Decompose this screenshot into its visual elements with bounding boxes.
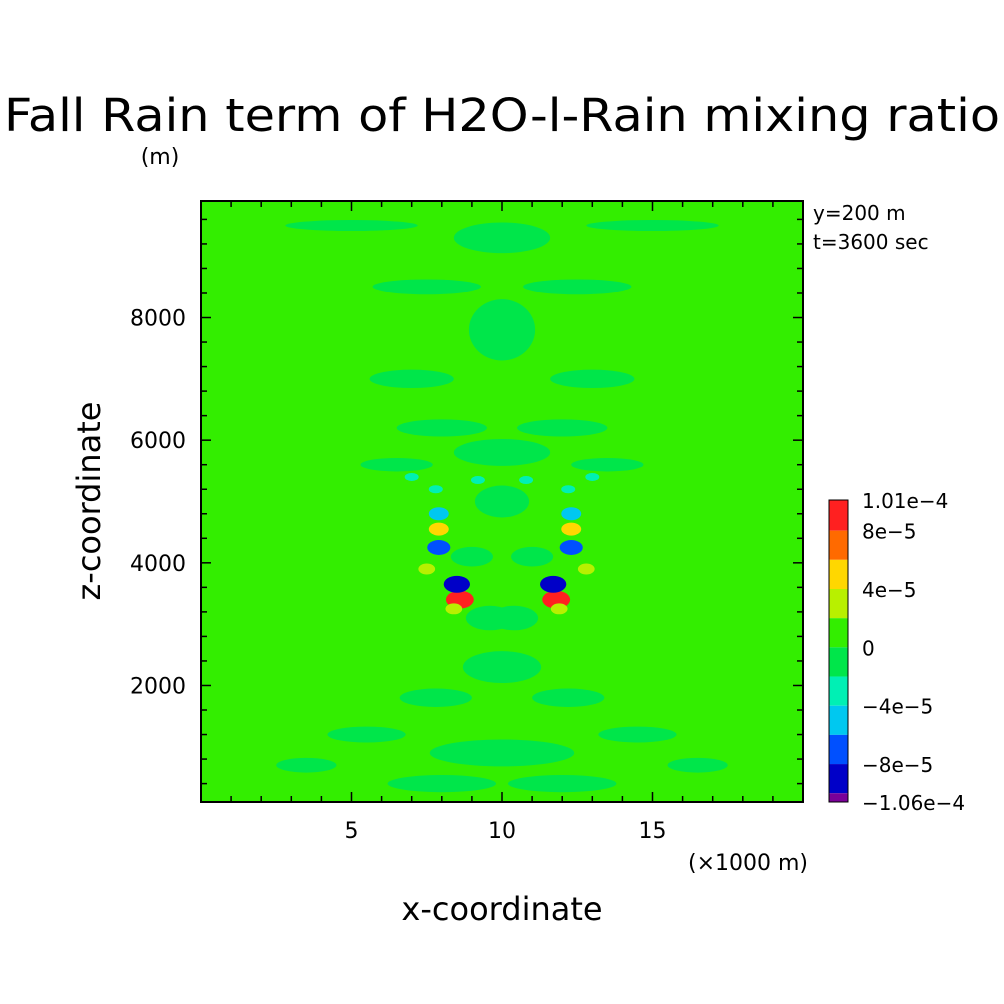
field-patch xyxy=(508,775,617,793)
heatmap-feature xyxy=(428,522,449,536)
field-patch xyxy=(387,775,496,793)
colorbar-swatch xyxy=(829,764,848,794)
x-tick-label: 5 xyxy=(345,819,359,844)
field-patch xyxy=(532,688,605,707)
plot-area xyxy=(200,200,804,803)
heatmap-feature xyxy=(561,507,582,521)
field-patch xyxy=(453,438,551,466)
field-patch xyxy=(429,739,575,767)
tick-layer xyxy=(201,201,803,802)
chart-title: Fall Rain term of H2O-l-Rain mixing rati… xyxy=(4,89,1000,142)
heatmap-feature xyxy=(577,563,595,575)
field-patch xyxy=(571,457,644,472)
colorbar-swatch xyxy=(829,559,848,589)
field-patch xyxy=(474,485,530,518)
y-tick-label: 8000 xyxy=(130,307,186,332)
heatmap-feature xyxy=(550,603,568,615)
field-patch xyxy=(453,222,551,254)
field-patch xyxy=(667,757,728,773)
annotation-t: t=3600 sec xyxy=(813,230,929,254)
field-patch xyxy=(450,546,493,567)
feature-layer xyxy=(418,507,595,615)
colorbar-swatch xyxy=(829,705,848,735)
field-patch xyxy=(428,485,443,494)
x-tick-labels: 5 10 15 xyxy=(345,819,667,844)
colorbar-swatch xyxy=(829,500,848,531)
colorbar-swatch xyxy=(829,530,848,560)
colorbar-swatch xyxy=(829,676,848,706)
colorbar-label: −1.06e−4 xyxy=(862,791,965,815)
heatmap-feature xyxy=(445,603,463,615)
annotation-y: y=200 m xyxy=(813,201,906,225)
field-patch xyxy=(468,299,536,361)
colorbar-label: 4e−5 xyxy=(862,578,917,602)
colorbar-swatch xyxy=(829,734,848,765)
colorbar-label: −4e−5 xyxy=(862,695,933,719)
colorbar-label: 8e−5 xyxy=(862,520,917,544)
heatmap-feature xyxy=(561,522,582,536)
colorbar-swatch xyxy=(829,588,848,619)
x-unit-label: (×1000 m) xyxy=(688,851,808,876)
colorbar-frame xyxy=(828,499,849,803)
field-patch xyxy=(489,605,539,631)
colorbar-labels: 1.01e−4 8e−5 4e−5 0 −4e−5 −8e−5 −1.06e−4 xyxy=(862,489,965,815)
field-patch xyxy=(399,688,472,707)
field-patch xyxy=(404,472,419,481)
colorbar-swatch xyxy=(829,647,848,677)
field-patch xyxy=(470,476,485,485)
field-patch xyxy=(372,279,481,295)
field-patch xyxy=(517,419,608,437)
field-patch xyxy=(276,757,337,773)
colorbar-label: −8e−5 xyxy=(862,753,933,777)
heatmap-feature xyxy=(559,540,583,555)
heatmap-feature xyxy=(428,507,449,521)
x-tick-label: 15 xyxy=(639,819,667,844)
heatmap-feature xyxy=(540,575,567,593)
colorbar-label: 0 xyxy=(862,636,875,660)
heatmap-feature xyxy=(427,540,451,555)
y-unit-label: (m) xyxy=(141,145,180,170)
field-patch xyxy=(462,651,542,684)
y-axis-label: z-coordinate xyxy=(70,401,108,600)
colorbar xyxy=(828,499,849,803)
y-tick-label: 2000 xyxy=(130,674,186,699)
field-patch xyxy=(285,220,418,232)
field-patch xyxy=(561,485,576,494)
field-patch xyxy=(586,220,719,232)
colorbar-swatch xyxy=(829,618,848,648)
field-patch xyxy=(598,726,677,743)
heatmap-feature xyxy=(418,563,436,575)
field-patch xyxy=(519,476,534,485)
colorbar-swatch xyxy=(829,793,848,802)
field-layer xyxy=(276,220,728,793)
y-tick-label: 4000 xyxy=(130,552,186,577)
x-axis-label: x-coordinate xyxy=(401,890,602,928)
field-patch xyxy=(550,369,635,389)
field-patch xyxy=(360,457,433,472)
field-patch xyxy=(327,726,406,743)
x-tick-label: 10 xyxy=(488,819,516,844)
y-tick-labels: 2000 4000 6000 8000 xyxy=(130,307,186,700)
field-patch xyxy=(585,472,600,481)
heatmap-feature xyxy=(443,575,470,593)
field-patch xyxy=(369,369,454,389)
field-patch xyxy=(511,546,554,567)
field-patch xyxy=(396,419,487,437)
colorbar-label: 1.01e−4 xyxy=(862,489,948,513)
y-tick-label: 6000 xyxy=(130,429,186,454)
field-patch xyxy=(523,279,632,295)
